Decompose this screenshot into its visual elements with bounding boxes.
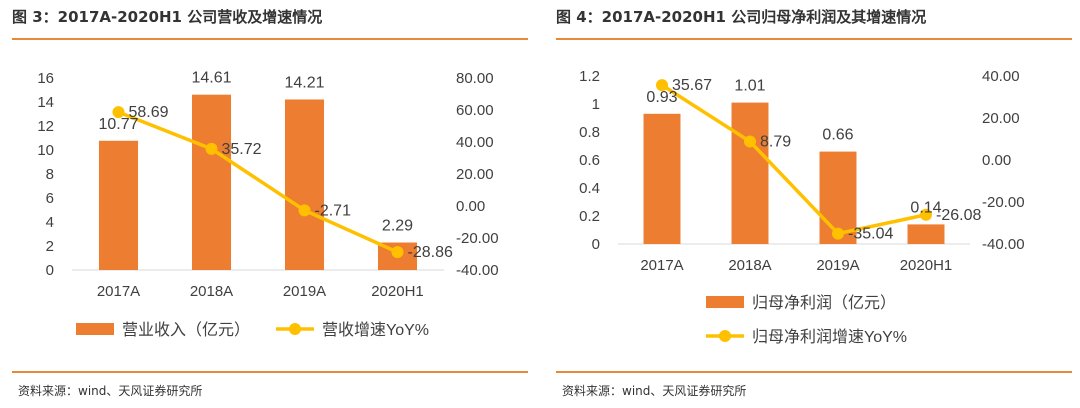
bar-data-label: 0.66 (822, 127, 853, 144)
footer-divider (12, 371, 528, 373)
left-axis-tick-label: 2 (46, 238, 54, 255)
x-axis-tick-label: 2019A (816, 257, 859, 274)
left-axis-tick-label: 8 (46, 166, 54, 183)
right-axis-tick-label: -40.00 (982, 236, 1025, 253)
line-data-label: -26.08 (936, 207, 981, 224)
revenue-chart: 0 2 4 6 8 10 12 14 16 -40.00 -20.00 0.00 20.00 40.00 6… (37, 70, 499, 339)
x-axis-tick-label: 2018A (728, 257, 771, 274)
bar-data-label: 0.93 (646, 89, 677, 106)
series-line (661, 83, 927, 236)
chart-title: 图 3：2017A-2020H1 公司营收及增速情况 (12, 8, 323, 26)
bar-data-label: 14.61 (191, 70, 231, 87)
revenue-chart-panel: 图 3：2017A-2020H1 公司营收及增速情况 0 2 4 6 8 10 12 14 16… (12, 0, 532, 408)
line-point (656, 79, 668, 92)
line-point (205, 142, 218, 155)
x-axis-tick-label: 2017A (97, 283, 140, 300)
legend-bar-label: 归母净利润（亿元） (752, 294, 896, 312)
line-point (920, 208, 932, 221)
left-axis-tick-label: 0.4 (579, 180, 600, 197)
bar-data-label: 10.77 (98, 116, 138, 133)
line-data-label: 35.72 (222, 141, 262, 158)
bar (284, 99, 325, 270)
left-axis-tick-label: 1.2 (579, 68, 600, 85)
left-axis-tick-label: 0.8 (579, 124, 600, 141)
right-axis-tick-label: 0.00 (456, 198, 485, 215)
bar (191, 94, 232, 271)
left-axis-tick-label: 16 (37, 70, 54, 87)
right-axis-tick-label: 80.00 (456, 70, 494, 87)
left-axis-tick-label: 6 (46, 190, 54, 207)
right-axis-tick-label: 20.00 (456, 166, 494, 183)
left-axis-tick-label: 1 (592, 96, 600, 113)
legend-line-label: 营收增速YoY% (322, 321, 429, 339)
right-axis-tick-label: -20.00 (982, 194, 1025, 211)
line-data-label: 8.79 (760, 134, 791, 151)
line-data-label: 35.67 (672, 77, 712, 94)
left-axis-tick-label: 0.6 (579, 152, 600, 169)
right-axis-tick-label: 0.00 (982, 152, 1011, 169)
bar (643, 113, 681, 244)
line-point (298, 204, 311, 217)
source-note: 资料来源：wind、天风证券研究所 (18, 384, 203, 398)
bar (731, 102, 769, 244)
line-data-label: -28.86 (408, 244, 453, 261)
source-note: 资料来源：wind、天风证券研究所 (562, 384, 747, 398)
right-axis-tick-label: 20.00 (982, 110, 1020, 127)
net-profit-chart: 0 0.2 0.4 0.6 0.8 1 1.2 -40.00 -20.00 0.00 20.00 40… (579, 68, 1025, 346)
right-axis-tick-label: 40.00 (982, 68, 1020, 85)
x-axis-tick-label: 2018A (190, 283, 233, 300)
line-data-label: 58.69 (129, 104, 169, 121)
x-axis-tick-label: 2019A (283, 283, 326, 300)
left-axis-tick-label: 10 (37, 142, 54, 159)
legend-line-marker (289, 323, 301, 335)
x-axis-tick-label: 2020H1 (371, 283, 424, 300)
title-divider (556, 38, 1072, 40)
right-axis-tick-label: 60.00 (456, 102, 494, 119)
right-axis-tick-label: -40.00 (456, 262, 499, 279)
line-point (832, 227, 844, 240)
right-axis-tick-label: 40.00 (456, 134, 494, 151)
x-axis-tick-label: 2017A (640, 257, 683, 274)
bar (907, 224, 945, 244)
bar-data-label: 1.01 (734, 78, 765, 95)
legend-bar-swatch (706, 296, 744, 308)
line-data-label: -2.71 (315, 202, 352, 219)
legend-bar-label: 营业收入（亿元） (122, 321, 250, 339)
series-line (117, 110, 399, 254)
bar-data-label: 0.14 (910, 199, 941, 216)
x-axis-tick-label: 2020H1 (900, 257, 953, 274)
left-axis-tick-label: 0 (46, 262, 54, 279)
line-data-label: -35.04 (848, 226, 893, 243)
line-point (112, 106, 125, 119)
bar (98, 140, 139, 270)
line-point (744, 135, 756, 148)
left-axis-tick-label: 0.2 (579, 208, 600, 225)
left-axis-tick-label: 4 (46, 214, 54, 231)
line-point (391, 246, 404, 259)
title-divider (12, 38, 528, 40)
bar-data-label: 2.29 (382, 218, 413, 235)
legend-bar-swatch (76, 323, 114, 335)
left-axis-tick-label: 14 (37, 94, 54, 111)
right-axis-tick-label: -20.00 (456, 230, 499, 247)
left-axis-tick-label: 12 (37, 118, 54, 135)
left-axis-tick-label: 0 (592, 236, 600, 253)
bar-data-label: 14.21 (284, 74, 324, 91)
legend-line-label: 归母净利润增速YoY% (752, 328, 907, 346)
legend-line-marker (719, 330, 731, 342)
net-profit-chart-panel: 图 4：2017A-2020H1 公司归母净利润及其增速情况 0 0.2 0.4 0.… (556, 0, 1076, 408)
footer-divider (556, 371, 1072, 373)
chart-title: 图 4：2017A-2020H1 公司归母净利润及其增速情况 (556, 8, 927, 26)
